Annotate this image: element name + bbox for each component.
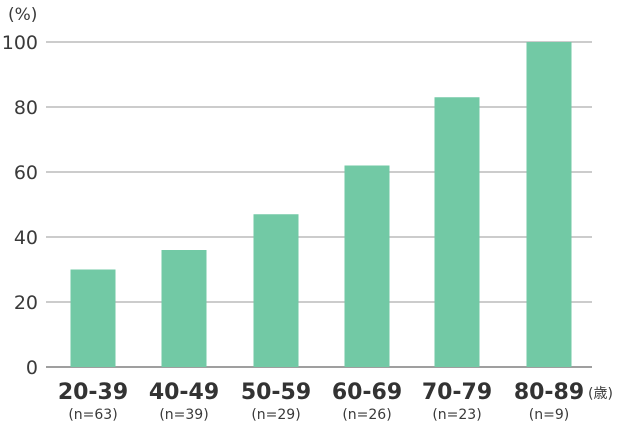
gridlines (46, 41, 592, 368)
x-category-label: 70-79 (422, 380, 492, 405)
y-tick-label: 100 (2, 32, 38, 54)
y-unit-label: (%) (8, 5, 37, 25)
y-tick-labels: 0 20 40 60 80 100 (2, 32, 38, 379)
x-unit-label: (歳) (588, 386, 613, 402)
x-category-label: 80-89 (514, 380, 584, 405)
x-category-label: 60-69 (332, 380, 402, 405)
y-tick-label: 60 (14, 162, 38, 184)
bar-40-49 (161, 250, 207, 367)
bar-20-39 (70, 269, 116, 367)
bar-70-79 (434, 97, 480, 367)
bars (70, 42, 572, 367)
y-tick-label: 0 (26, 357, 38, 379)
sample-size-label: (n=9) (529, 407, 569, 423)
x-category-label: 20-39 (58, 380, 128, 405)
x-category-labels: 20-39 (n=63) 40-49 (n=39) 50-59 (n=29) 60-69 (n… (58, 380, 584, 423)
sample-size-label: (n=29) (251, 407, 300, 423)
bar-60-69 (344, 165, 390, 367)
sample-size-label: (n=26) (342, 407, 391, 423)
x-category-label: 50-59 (241, 380, 311, 405)
x-category-label: 40-49 (149, 380, 219, 405)
y-tick-label: 80 (14, 97, 38, 119)
sample-size-label: (n=63) (68, 407, 117, 423)
y-tick-label: 40 (14, 227, 38, 249)
bar-80-89 (526, 42, 572, 367)
sample-size-label: (n=39) (159, 407, 208, 423)
sample-size-label: (n=23) (432, 407, 481, 423)
y-tick-label: 20 (14, 292, 38, 314)
bar-50-59 (253, 214, 299, 367)
